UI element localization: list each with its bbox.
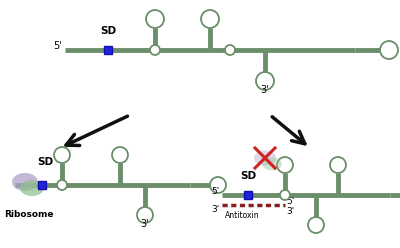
Text: 5': 5' — [286, 196, 294, 206]
Circle shape — [150, 45, 160, 55]
Circle shape — [201, 10, 219, 28]
Circle shape — [146, 10, 164, 28]
Text: 3': 3' — [212, 205, 220, 214]
Ellipse shape — [262, 157, 282, 171]
Circle shape — [280, 190, 290, 200]
Circle shape — [380, 41, 398, 59]
Text: SD: SD — [37, 157, 53, 167]
Text: Ribosome: Ribosome — [4, 210, 54, 219]
FancyBboxPatch shape — [38, 181, 46, 189]
Ellipse shape — [254, 151, 276, 165]
Circle shape — [112, 147, 128, 163]
Circle shape — [277, 157, 293, 173]
Text: 3': 3' — [286, 208, 294, 217]
Circle shape — [330, 157, 346, 173]
Text: SD: SD — [100, 26, 116, 36]
Circle shape — [57, 180, 67, 190]
Text: 5': 5' — [212, 186, 220, 195]
Circle shape — [308, 217, 324, 233]
Text: SD: SD — [240, 171, 256, 181]
Ellipse shape — [20, 180, 44, 196]
Text: 3': 3' — [261, 85, 269, 95]
Circle shape — [137, 207, 153, 223]
Circle shape — [256, 72, 274, 90]
Circle shape — [210, 177, 226, 193]
FancyBboxPatch shape — [104, 46, 112, 54]
FancyBboxPatch shape — [244, 191, 252, 199]
Text: 5': 5' — [53, 41, 62, 51]
Text: 3': 3' — [141, 219, 149, 229]
Text: Antitoxin: Antitoxin — [225, 211, 260, 220]
Ellipse shape — [12, 173, 38, 191]
Circle shape — [225, 45, 235, 55]
Circle shape — [54, 147, 70, 163]
